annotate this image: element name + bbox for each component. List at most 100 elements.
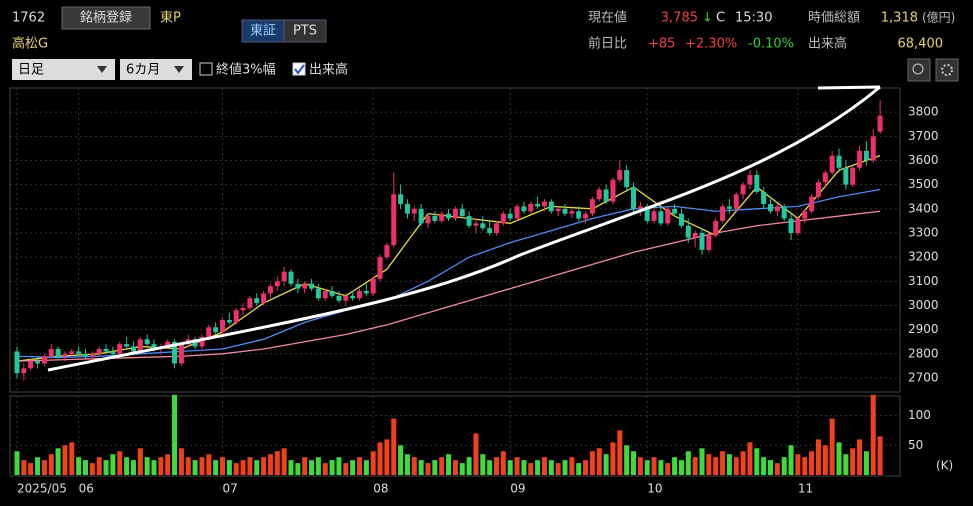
volume-bar bbox=[69, 442, 75, 475]
candle-body bbox=[137, 339, 143, 352]
period[interactable]: 日足 bbox=[18, 63, 44, 78]
candle-body bbox=[699, 232, 705, 250]
x-tick-label: 07 bbox=[223, 482, 238, 496]
y-tick-label: 3700 bbox=[908, 129, 939, 143]
range-select[interactable] bbox=[120, 59, 192, 80]
volume-bar bbox=[425, 463, 431, 475]
tab[interactable] bbox=[283, 19, 327, 43]
volume-bar bbox=[336, 457, 342, 475]
register-label[interactable]: 銘柄登録 bbox=[80, 11, 132, 26]
candle-body bbox=[726, 206, 732, 209]
volume-bar bbox=[610, 442, 616, 475]
volume-bar bbox=[117, 451, 123, 475]
volume-bar bbox=[240, 460, 246, 475]
volume-bar bbox=[130, 460, 136, 475]
volume-bar bbox=[802, 457, 808, 475]
tab-label[interactable]: PTS bbox=[293, 24, 317, 39]
candle-body bbox=[740, 184, 746, 195]
volume-bar bbox=[103, 460, 109, 475]
volume-bar bbox=[281, 448, 287, 475]
price-panel bbox=[9, 87, 901, 393]
candle-body bbox=[829, 155, 835, 173]
volume-bar bbox=[247, 457, 253, 475]
candle-body bbox=[692, 232, 698, 238]
volume-bar bbox=[692, 457, 698, 475]
tab-label[interactable]: 東証 bbox=[250, 23, 276, 39]
candle-body bbox=[665, 208, 671, 224]
candle-body bbox=[678, 213, 684, 226]
volume-bar bbox=[226, 460, 232, 475]
candle-body bbox=[288, 271, 294, 284]
y-tick-label: 3300 bbox=[908, 225, 939, 239]
volume-bar bbox=[192, 460, 198, 475]
volume-bar bbox=[55, 448, 61, 475]
volume-bar bbox=[781, 457, 787, 475]
volume-bar bbox=[178, 448, 184, 475]
candle-body bbox=[706, 235, 712, 250]
settings-button[interactable] bbox=[935, 58, 959, 82]
candle-body bbox=[487, 228, 493, 233]
candle-body bbox=[822, 172, 828, 183]
candle-body bbox=[425, 216, 431, 224]
volume-bar bbox=[76, 457, 82, 475]
x-tick-label: 08 bbox=[373, 482, 388, 496]
volume-bar bbox=[706, 454, 712, 475]
candle-body bbox=[151, 344, 157, 349]
volume-bar bbox=[665, 463, 671, 475]
volume-bar bbox=[14, 451, 20, 475]
volume-bar bbox=[411, 457, 417, 475]
name: 高松G bbox=[12, 36, 48, 52]
volume-bar bbox=[261, 457, 267, 475]
candle-body bbox=[589, 199, 595, 214]
volume-bar bbox=[747, 442, 753, 475]
candle-body bbox=[274, 281, 280, 287]
volume-bar bbox=[350, 460, 356, 475]
zoom-button[interactable] bbox=[907, 58, 931, 82]
volume-bar bbox=[459, 463, 465, 475]
candle-body bbox=[850, 167, 856, 185]
volume-bar bbox=[850, 448, 856, 475]
range[interactable]: 6カ月 bbox=[126, 63, 160, 78]
band[interactable]: 終値3%幅 bbox=[216, 62, 276, 78]
volume-bar bbox=[41, 460, 47, 475]
candle-body bbox=[672, 208, 678, 214]
volume-bar bbox=[35, 457, 41, 475]
candle-body bbox=[500, 213, 506, 224]
period-select[interactable] bbox=[12, 59, 115, 80]
candle-body bbox=[535, 203, 541, 207]
volume-bar bbox=[494, 457, 499, 475]
volume-bar bbox=[658, 460, 664, 475]
volume-checkbox[interactable] bbox=[292, 62, 306, 76]
candle-body bbox=[596, 189, 602, 200]
candle-body bbox=[384, 245, 390, 258]
show-volume[interactable]: 出来高 bbox=[309, 62, 348, 78]
volume-bar bbox=[678, 460, 684, 475]
volume-bar bbox=[185, 457, 191, 475]
register-button[interactable] bbox=[61, 6, 151, 30]
dropdown-arrow bbox=[174, 66, 184, 73]
y-tick-label: 3800 bbox=[908, 105, 939, 119]
band-checkbox[interactable] bbox=[199, 62, 213, 76]
volume-bar bbox=[521, 460, 527, 475]
x-tick-label: 10 bbox=[647, 482, 662, 496]
volume-bar bbox=[733, 457, 739, 475]
volume-bar bbox=[685, 451, 691, 475]
volume-bar bbox=[768, 460, 773, 475]
candle-body bbox=[768, 203, 773, 212]
x-tick-label: 09 bbox=[510, 482, 525, 496]
candle-body bbox=[802, 211, 808, 219]
x-tick-label: 11 bbox=[798, 482, 813, 496]
candle-body bbox=[651, 211, 657, 221]
volume-bar bbox=[795, 454, 801, 475]
candle-body bbox=[48, 348, 54, 357]
candle-body bbox=[370, 278, 376, 294]
volume-bar bbox=[267, 454, 273, 475]
volume-bar bbox=[548, 460, 554, 475]
volume-bar bbox=[124, 457, 130, 475]
check bbox=[294, 64, 305, 75]
volume-bar bbox=[295, 463, 301, 475]
moving-average bbox=[16, 210, 881, 362]
candle-body bbox=[206, 327, 212, 337]
volume-bar bbox=[404, 454, 410, 475]
